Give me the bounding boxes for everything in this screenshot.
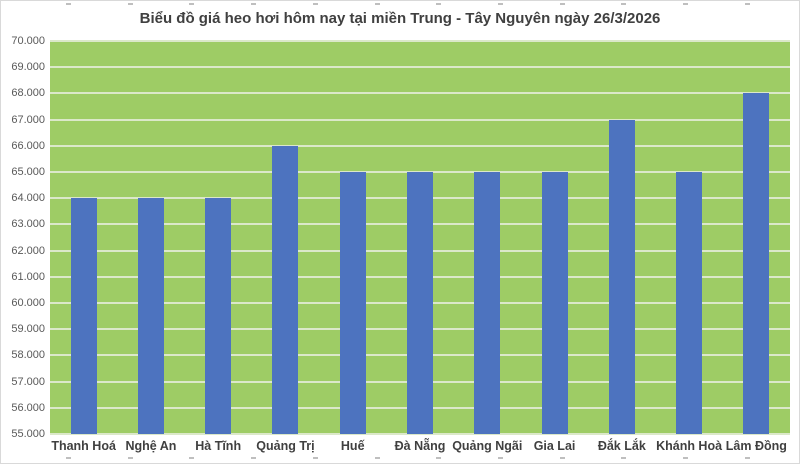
bar-Gia Lai	[541, 172, 568, 434]
y-axis-tick-label: 69.000	[11, 61, 45, 74]
y-axis-tick-label: 56.000	[11, 401, 45, 414]
worksheet-gridline-tick	[127, 3, 133, 5]
worksheet-gridline-tick	[436, 457, 442, 459]
gridline	[50, 40, 790, 42]
y-axis-tick-label: 59.000	[11, 323, 45, 336]
worksheet-gridline-tick	[251, 3, 257, 5]
gridline	[50, 66, 790, 69]
y-axis-tick-label: 66.000	[11, 139, 45, 152]
bar-Đắk Lắk	[608, 119, 635, 434]
worksheet-gridline-tick	[621, 457, 627, 459]
y-axis-tick-label: 68.000	[11, 87, 45, 100]
bar-Huế	[339, 172, 366, 434]
y-axis-tick-label: 63.000	[11, 218, 45, 231]
worksheet-gridline-tick	[66, 3, 71, 5]
bar-Đà Nẵng	[407, 172, 433, 434]
plot-area	[50, 40, 790, 435]
x-axis-category-label: Đắk Lắk	[597, 439, 646, 453]
worksheet-gridline-tick	[374, 457, 380, 459]
worksheet-gridline-tick	[189, 457, 195, 459]
worksheet-gridline-tick	[559, 457, 565, 459]
gridline	[50, 144, 790, 147]
gridline	[50, 118, 790, 121]
x-axis-category-label: Lâm Đồng	[725, 439, 787, 453]
bar-Thanh Hoá	[70, 198, 97, 434]
worksheet-gridline-tick	[312, 3, 318, 5]
bar-Quảng Trị	[272, 145, 299, 434]
worksheet-gridline-tick	[683, 457, 688, 459]
worksheet-gridline-tick	[559, 3, 565, 5]
x-axis-category-label: Đà Nẵng	[394, 439, 446, 453]
gridline	[50, 433, 790, 435]
bar-Khánh Hoà	[676, 172, 703, 434]
y-axis-tick-label: 61.000	[11, 270, 45, 283]
x-axis-category-label: Hà Tĩnh	[195, 439, 242, 453]
chart-title: Biểu đồ giá heo hơi hôm nay tại miền Tru…	[139, 10, 661, 27]
worksheet-gridline-tick	[374, 3, 380, 5]
x-axis-category-label: Gia Lai	[533, 439, 576, 453]
gridline	[50, 92, 790, 95]
y-axis-tick-label: 60.000	[11, 297, 45, 309]
worksheet-gridline-tick	[66, 457, 71, 459]
y-axis-tick-label: 58.000	[11, 349, 45, 362]
y-axis-tick-label: 64.000	[11, 192, 45, 205]
bar-Quảng Ngãi	[474, 172, 501, 434]
x-axis-category-label: Nghệ An	[125, 439, 177, 453]
y-axis-tick-label: 57.000	[11, 375, 45, 388]
y-axis-tick-label: 67.000	[11, 113, 45, 126]
worksheet-gridline-tick	[683, 3, 688, 5]
y-axis-tick-label: 55.000	[11, 428, 45, 440]
x-axis-category-label: Quảng Ngãi	[452, 439, 523, 453]
worksheet-gridline-tick	[497, 457, 503, 459]
y-axis-tick-label: 62.000	[11, 244, 45, 257]
x-axis-category-label: Thanh Hoá	[51, 439, 116, 453]
x-axis-category-label: Khánh Hoà	[656, 439, 723, 453]
worksheet-gridline-tick	[189, 3, 195, 5]
worksheet-gridline-tick	[497, 3, 503, 5]
bar-Nghệ An	[137, 198, 164, 434]
worksheet-gridline-tick	[127, 457, 133, 459]
y-axis-tick-label: 65.000	[11, 166, 45, 178]
worksheet-gridline-tick	[436, 3, 442, 5]
worksheet-gridline-tick	[621, 3, 627, 5]
y-axis-tick-label: 70.000	[11, 35, 45, 47]
worksheet-gridline-tick	[744, 3, 750, 5]
bar-Hà Tĩnh	[205, 198, 232, 434]
bar-Lâm Đồng	[743, 93, 770, 434]
worksheet-gridline-tick	[744, 457, 750, 459]
worksheet-gridline-tick	[251, 457, 257, 459]
worksheet-gridline-tick	[312, 457, 318, 459]
x-axis-category-label: Quảng Trị	[256, 439, 315, 453]
x-axis-category-label: Huế	[340, 439, 365, 453]
